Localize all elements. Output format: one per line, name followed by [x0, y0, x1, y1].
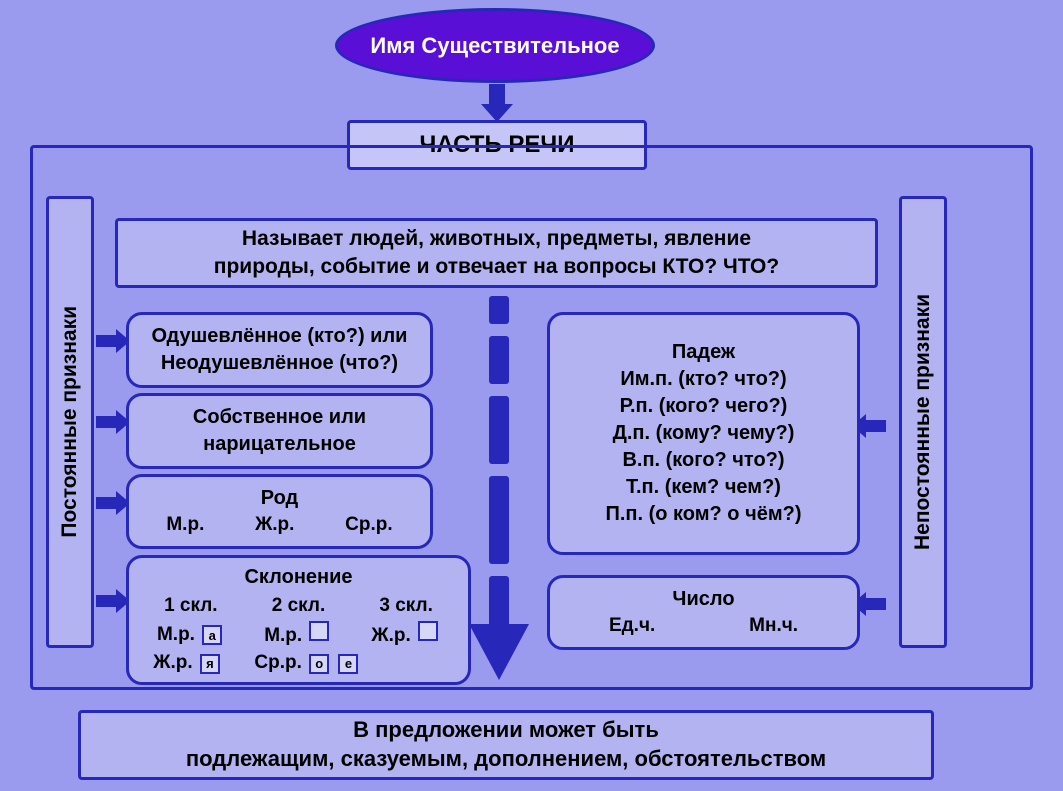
dashed-arrow-segment [489, 396, 509, 464]
decl-r2-b: М.р. [264, 625, 302, 646]
decl-title: Склонение [137, 564, 460, 591]
ending-badge-empty [418, 621, 438, 641]
title-ellipse: Имя Существительное [335, 8, 655, 83]
ending-badge: а [202, 625, 222, 645]
animacy-l1: Одушевлённое (кто?) или [141, 323, 418, 350]
nonpermanent-features-text: Непостоянные признаки [911, 294, 935, 550]
proper-box: Собственное или нарицательное [126, 393, 433, 469]
animacy-l2: Неодушевлённое (что?) [141, 350, 418, 377]
arrow-right-icon [96, 497, 118, 509]
decl-r2-a: М.р. [157, 624, 195, 645]
arrow-right-icon [96, 595, 118, 607]
animacy-box: Одушевлённое (кто?) или Неодушевлённое (… [126, 312, 433, 388]
arrow-right-icon [96, 416, 118, 428]
big-arrow-head-icon [469, 624, 529, 680]
ending-badge: е [338, 654, 358, 674]
number-pl: Мн.ч. [749, 613, 798, 639]
title-text: Имя Существительное [370, 33, 619, 59]
case-p: П.п. (о ком? о чём?) [562, 501, 845, 528]
dashed-arrow-segment [489, 336, 509, 384]
arrow-down-shaft [489, 84, 505, 106]
definition-line1: Называет людей, животных, предметы, явле… [214, 225, 779, 253]
proper-l1: Собственное или [141, 404, 418, 431]
decl-3: 3 скл. [379, 593, 433, 619]
definition-line2: природы, событие и отвечает на вопросы К… [214, 253, 779, 281]
syntactic-role-box: В предложении может быть подлежащим, ска… [78, 710, 934, 780]
proper-l2: нарицательное [141, 431, 418, 458]
case-t: Т.п. (кем? чем?) [562, 474, 845, 501]
decl-2: 2 скл. [272, 593, 326, 619]
gender-f: Ж.р. [255, 512, 294, 538]
number-title: Число [562, 586, 845, 613]
case-r: Р.п. (кого? чего?) [562, 393, 845, 420]
gender-n: Ср.р. [345, 512, 393, 538]
decl-1: 1 скл. [164, 593, 218, 619]
permanent-features-text: Постоянные признаки [58, 306, 82, 538]
gender-title: Род [141, 485, 418, 512]
bottom-l2: подлежащим, сказуемым, дополнением, обст… [186, 745, 826, 774]
declension-box: Склонение 1 скл. 2 скл. 3 скл. М.р. а М.… [126, 555, 471, 685]
number-box: Число Ед.ч. Мн.ч. [547, 575, 860, 650]
arrow-left-icon [864, 598, 886, 610]
case-v: В.п. (кого? что?) [562, 447, 845, 474]
gender-box: Род М.р. Ж.р. Ср.р. [126, 474, 433, 549]
decl-r2-c: Ж.р. [371, 625, 410, 646]
case-title: Падеж [562, 339, 845, 366]
ending-badge-empty [309, 621, 329, 641]
decl-r3-b: Ср.р. [254, 652, 302, 673]
case-im: Им.п. (кто? что?) [562, 366, 845, 393]
dashed-arrow-segment [489, 476, 509, 564]
arrow-left-icon [864, 420, 886, 432]
number-sg: Ед.ч. [609, 613, 655, 639]
bottom-l1: В предложении может быть [186, 716, 826, 745]
case-d: Д.п. (кому? чему?) [562, 420, 845, 447]
ending-badge: я [200, 654, 220, 674]
decl-r3-a: Ж.р. [153, 652, 192, 673]
permanent-features-label: Постоянные признаки [46, 196, 94, 648]
ending-badge: о [309, 654, 329, 674]
case-box: Падеж Им.п. (кто? что?) Р.п. (кого? чего… [547, 312, 860, 555]
arrow-right-icon [96, 335, 118, 347]
definition-box: Называет людей, животных, предметы, явле… [115, 218, 878, 288]
dashed-arrow-segment [489, 576, 509, 628]
nonpermanent-features-label: Непостоянные признаки [899, 196, 947, 648]
dashed-arrow-segment [489, 296, 509, 324]
gender-m: М.р. [166, 512, 204, 538]
